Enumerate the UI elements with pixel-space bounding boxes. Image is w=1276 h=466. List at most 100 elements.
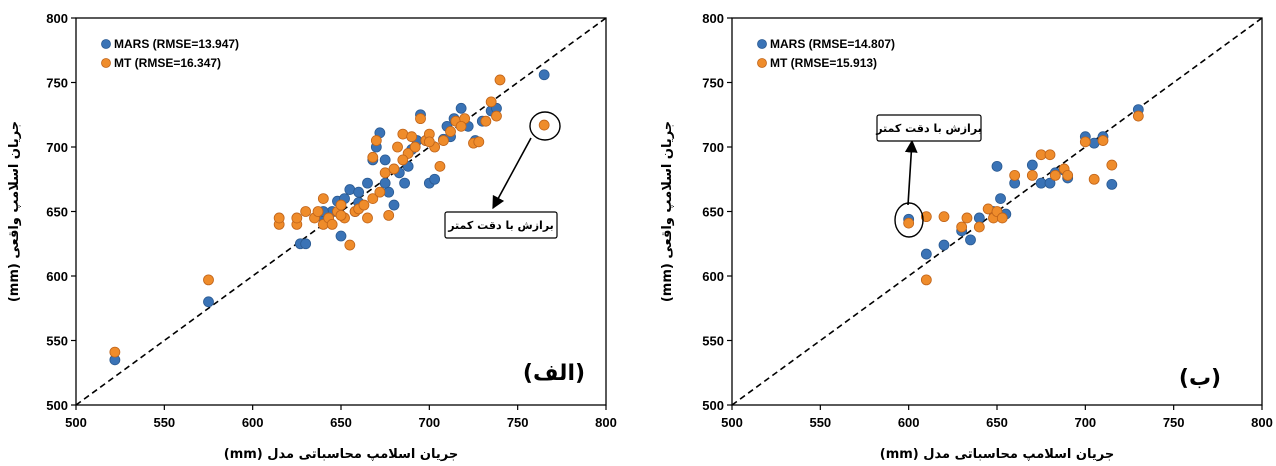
x-tick-label: 500 xyxy=(721,415,743,430)
mt-point xyxy=(445,126,456,137)
y-tick-label: 750 xyxy=(702,76,724,91)
mars-point xyxy=(538,69,550,81)
mt-point xyxy=(423,136,435,148)
mt-point xyxy=(326,218,338,230)
mars-point xyxy=(965,234,976,246)
y-tick-label: 700 xyxy=(702,140,724,155)
mt-point xyxy=(383,209,395,221)
legend-mars-marker xyxy=(757,39,767,49)
mt-point xyxy=(109,346,121,358)
mars-point xyxy=(973,212,985,224)
mars-point xyxy=(1044,177,1056,189)
mt-point xyxy=(335,199,347,211)
mars-point xyxy=(1088,137,1100,149)
mt-point xyxy=(379,167,391,179)
mars-point xyxy=(455,102,467,114)
mars-point xyxy=(353,186,365,198)
mt-point xyxy=(317,193,329,205)
mt-point xyxy=(1132,110,1144,122)
mars-point xyxy=(920,248,932,260)
mt-point xyxy=(982,203,994,215)
mt-point xyxy=(370,135,382,146)
x-tick-label: 500 xyxy=(65,415,87,430)
x-tick-label: 700 xyxy=(1074,415,1096,430)
y-axis-title: جریان اسلامپ واقعی (mm) xyxy=(660,121,675,302)
annotation-box xyxy=(444,211,558,239)
y-tick-label: 800 xyxy=(46,11,68,26)
panel-label: (الف) xyxy=(523,361,585,386)
mt-point xyxy=(938,211,950,223)
mt-point xyxy=(409,141,421,153)
x-tick-label: 650 xyxy=(330,415,352,430)
mt-point xyxy=(920,274,932,286)
y-tick-label: 600 xyxy=(46,269,68,284)
mt-point xyxy=(203,274,214,286)
x-tick-label: 600 xyxy=(898,415,920,430)
mt-point xyxy=(903,217,915,229)
x-axis-title: جریان اسلامپ محاسباتی مدل (mm) xyxy=(880,447,1114,462)
mt-point xyxy=(374,186,386,198)
mt-point xyxy=(300,206,312,217)
mt-point xyxy=(434,160,446,172)
legend-mt-label: MT (RMSE=16.347) xyxy=(114,56,221,70)
scatter-chart-right: 500 550 600 650 700 750 800 500 550 600 650 700 750 8… xyxy=(660,11,1273,462)
mars-point xyxy=(991,160,1003,172)
left-chart-panel: 500 550 600 650 700 750 800 500 550 600 650 700 750 8… xyxy=(0,0,630,466)
legend-mars-label: MARS (RMSE=14.807) xyxy=(770,37,895,51)
x-tick-label: 700 xyxy=(418,415,440,430)
legend-mars-label: MARS (RMSE=13.947) xyxy=(114,37,239,51)
x-tick-label: 650 xyxy=(986,415,1008,430)
y-tick-label: 700 xyxy=(46,140,68,155)
legend-mars-marker xyxy=(101,39,111,49)
mt-point xyxy=(1026,169,1038,181)
mars-point xyxy=(362,177,373,189)
mars-point xyxy=(379,154,391,166)
x-tick-label: 800 xyxy=(595,415,617,430)
mt-point xyxy=(961,212,973,224)
y-tick-label: 550 xyxy=(46,334,68,349)
annotation-arrow xyxy=(904,139,918,206)
mt-point xyxy=(920,211,932,223)
highlight-circle xyxy=(894,202,924,238)
mt-point xyxy=(397,154,409,166)
x-tick-label: 550 xyxy=(153,415,175,430)
mt-point xyxy=(312,206,324,217)
mt-point xyxy=(392,141,403,153)
mt-point xyxy=(1049,169,1061,181)
y-tick-label: 650 xyxy=(702,205,724,220)
mars-point xyxy=(335,230,347,242)
mt-point xyxy=(956,221,968,233)
mt-point xyxy=(480,115,492,127)
x-tick-label: 800 xyxy=(1251,415,1273,430)
y-tick-label: 750 xyxy=(46,76,68,91)
x-axis-title: جریان اسلامپ محاسباتی مدل (mm) xyxy=(224,447,458,462)
mt-point xyxy=(538,119,550,131)
x-tick-label: 600 xyxy=(242,415,264,430)
annotation-text: برازش با دقت کمتر xyxy=(447,219,554,232)
mt-point xyxy=(367,193,379,205)
mars-point xyxy=(995,193,1006,205)
mt-point xyxy=(485,96,497,108)
mt-point xyxy=(406,131,418,143)
mt-point xyxy=(1088,173,1100,185)
mt-point xyxy=(1044,149,1056,161)
x-tick-label: 750 xyxy=(1163,415,1185,430)
mt-point xyxy=(973,221,985,233)
mt-point xyxy=(473,136,485,148)
mars-point xyxy=(938,239,950,251)
mars-point xyxy=(399,177,411,189)
mt-point xyxy=(291,212,303,224)
mt-point xyxy=(344,239,356,251)
mt-point xyxy=(273,212,285,224)
y-tick-label: 500 xyxy=(702,398,724,413)
mars-point xyxy=(203,296,214,308)
legend-mt-marker xyxy=(101,58,111,68)
mt-point xyxy=(1009,169,1021,181)
mt-point xyxy=(1079,136,1091,148)
mars-point xyxy=(1026,159,1038,171)
right-chart-panel: 500 550 600 650 700 750 800 500 550 600 650 700 750 8… xyxy=(645,0,1276,466)
mars-point xyxy=(429,173,441,185)
y-axis-title: جریان اسلامپ واقعی (mm) xyxy=(7,121,22,302)
mars-point xyxy=(344,184,356,195)
annotation-box xyxy=(876,114,982,142)
